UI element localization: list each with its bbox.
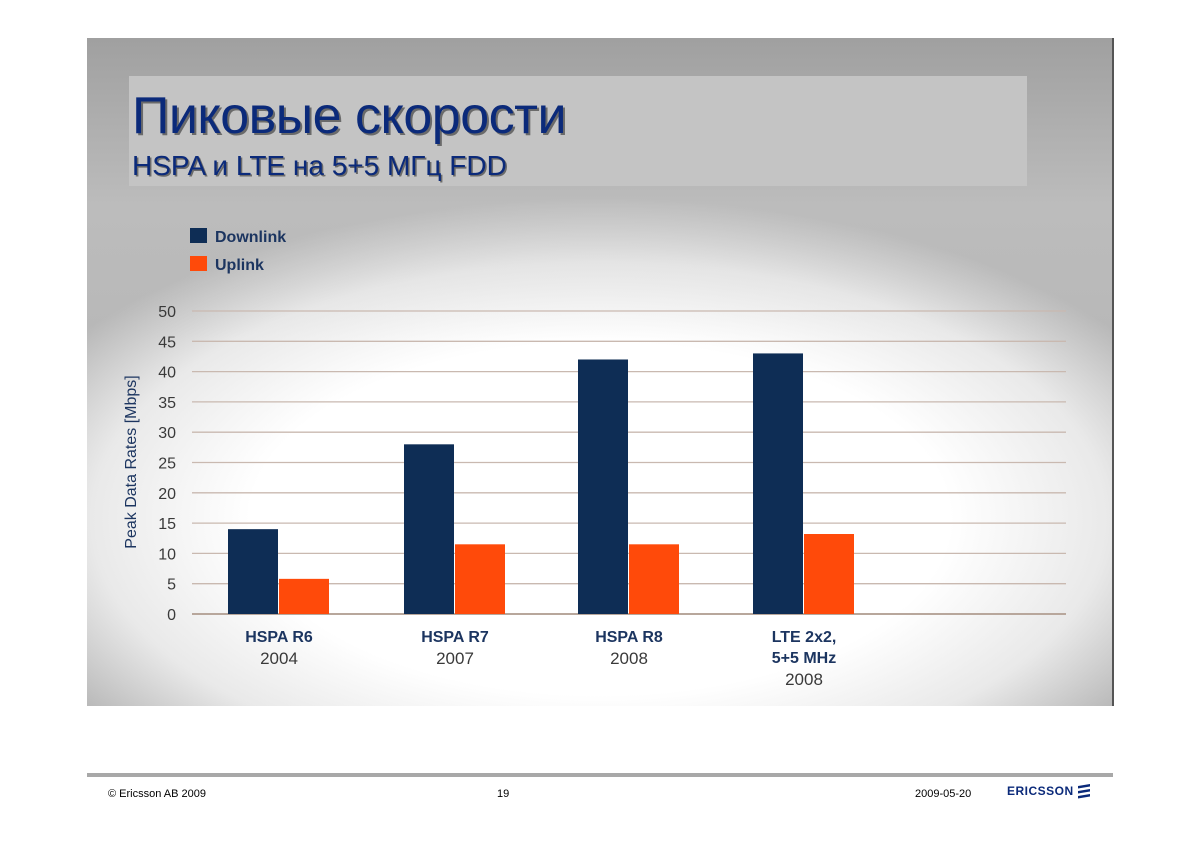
y-tick-label: 45	[158, 334, 176, 351]
footer-date: 2009-05-20	[915, 788, 972, 800]
y-tick-label: 5	[167, 577, 176, 594]
footer-divider	[87, 773, 1113, 777]
slide-title: Пиковые скорости	[132, 87, 567, 145]
ericsson-logo-icon	[1078, 784, 1090, 799]
x-tick-year: 2004	[260, 649, 298, 668]
x-tick-year: 2008	[610, 649, 648, 668]
y-axis-ticks: 0 5 10 15 20 25 30 35 40 45 50	[158, 304, 176, 624]
slide-edge	[1112, 38, 1114, 706]
legend-swatch-downlink	[190, 228, 207, 243]
y-tick-label: 40	[158, 365, 176, 382]
bar-downlink-4	[753, 353, 803, 614]
legend-label-uplink: Uplink	[215, 257, 264, 274]
footer-page-number: 19	[497, 788, 510, 800]
y-tick-label: 10	[158, 546, 176, 563]
x-tick-year: 2007	[436, 649, 474, 668]
y-tick-label: 35	[158, 395, 176, 412]
bar-uplink-1	[279, 578, 329, 614]
y-tick-label: 30	[158, 425, 176, 442]
y-tick-label: 0	[167, 607, 176, 624]
chart-legend: Downlink Uplink	[190, 228, 286, 274]
x-axis-labels: HSPA R6 2004 HSPA R7 2007 HSPA R8 2008 LTE 2x2…	[245, 629, 836, 689]
x-tick-label: HSPA R7	[421, 629, 489, 646]
bar-downlink-3	[578, 359, 628, 614]
x-tick-label: HSPA R8	[595, 629, 663, 646]
title-box	[129, 76, 1027, 186]
legend-label-downlink: Downlink	[215, 229, 286, 246]
bar-uplink-2	[455, 544, 505, 614]
footer-copyright: © Ericsson AB 2009	[108, 788, 206, 800]
x-tick-year: 2008	[785, 670, 823, 689]
x-tick-label: 5+5 MHz	[772, 650, 836, 667]
bar-downlink-2	[404, 444, 454, 614]
bar-downlink-1	[228, 529, 278, 614]
y-tick-label: 20	[158, 486, 176, 503]
x-tick-label: LTE 2x2,	[772, 629, 837, 646]
bar-uplink-3	[629, 544, 679, 614]
y-axis-label: Peak Data Rates [Mbps]	[123, 375, 140, 548]
chart-bars	[228, 353, 854, 614]
y-tick-label: 15	[158, 516, 176, 533]
y-tick-label: 25	[158, 456, 176, 473]
slide-subtitle: HSPA и LTE на 5+5 МГц FDD	[132, 150, 507, 181]
legend-swatch-uplink	[190, 256, 207, 271]
y-tick-label: 50	[158, 304, 176, 321]
chart-grid	[192, 310, 1066, 615]
x-tick-label: HSPA R6	[245, 629, 313, 646]
bar-uplink-4	[804, 534, 854, 614]
ericsson-logo: ERICSSON	[1007, 784, 1074, 798]
